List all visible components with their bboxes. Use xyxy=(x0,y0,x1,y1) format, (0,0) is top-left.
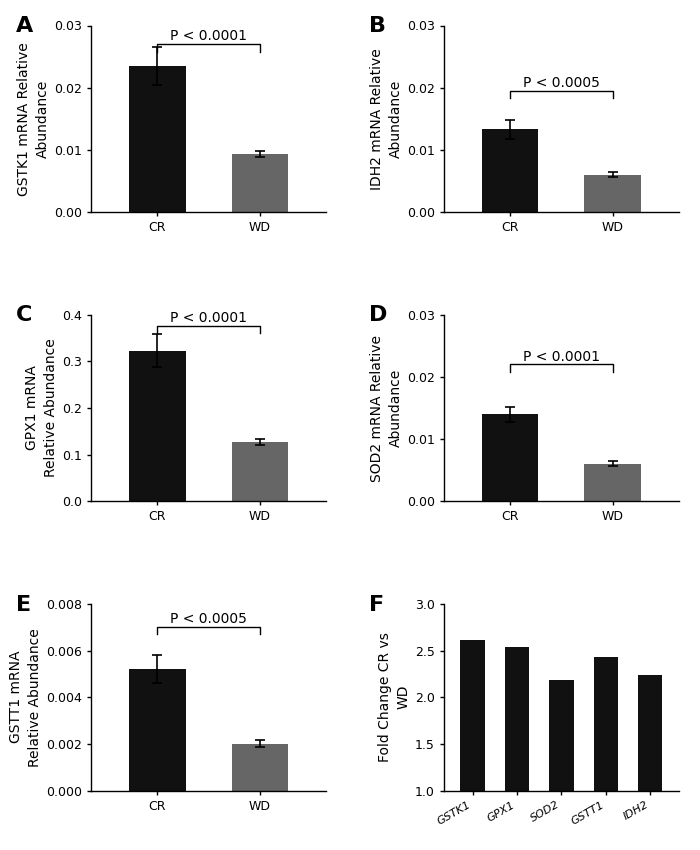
Text: B: B xyxy=(368,16,386,37)
Bar xyxy=(232,744,288,790)
Bar xyxy=(232,154,288,212)
Text: P < 0.0001: P < 0.0001 xyxy=(170,29,247,43)
Text: E: E xyxy=(15,595,31,615)
Y-axis label: GPX1 mRNA
Relative Abundance: GPX1 mRNA Relative Abundance xyxy=(25,338,58,478)
Text: P < 0.0005: P < 0.0005 xyxy=(523,76,600,90)
Y-axis label: IDH2 mRNA Relative
Abundance: IDH2 mRNA Relative Abundance xyxy=(370,48,402,190)
Text: F: F xyxy=(368,595,384,615)
Text: P < 0.0001: P < 0.0001 xyxy=(170,311,247,326)
Bar xyxy=(550,680,573,850)
Y-axis label: Fold Change CR vs
WD: Fold Change CR vs WD xyxy=(378,632,411,762)
Bar xyxy=(130,66,186,212)
Bar xyxy=(594,657,618,850)
Bar xyxy=(584,175,640,212)
Y-axis label: SOD2 mRNA Relative
Abundance: SOD2 mRNA Relative Abundance xyxy=(370,335,402,481)
Y-axis label: GSTK1 mRNA Relative
Abundance: GSTK1 mRNA Relative Abundance xyxy=(18,42,50,196)
Bar xyxy=(638,675,662,850)
Bar xyxy=(232,442,288,501)
Bar xyxy=(130,351,186,501)
Text: C: C xyxy=(15,305,32,326)
Bar xyxy=(461,640,485,850)
Text: P < 0.0005: P < 0.0005 xyxy=(170,612,247,626)
Text: P < 0.0001: P < 0.0001 xyxy=(523,349,600,364)
Bar xyxy=(584,464,640,501)
Bar xyxy=(482,414,538,502)
Bar xyxy=(130,669,186,790)
Bar xyxy=(482,129,538,212)
Text: D: D xyxy=(368,305,387,326)
Text: A: A xyxy=(15,16,33,37)
Y-axis label: GSTT1 mRNA
Relative Abundance: GSTT1 mRNA Relative Abundance xyxy=(9,628,42,767)
Bar xyxy=(505,647,529,850)
